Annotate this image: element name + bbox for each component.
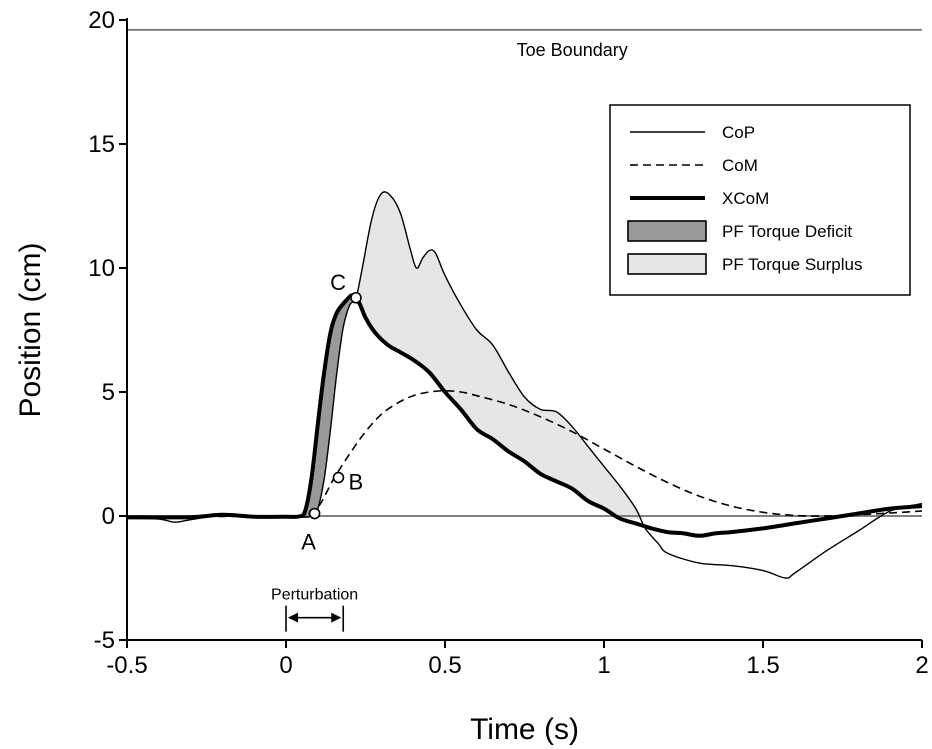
perturbation-label: Perturbation <box>271 587 358 604</box>
y-tick-label: 20 <box>88 7 115 34</box>
marker-point-c <box>350 291 362 304</box>
perturbation-annotation: Perturbation <box>271 587 358 632</box>
x-tick-label: 1 <box>597 652 610 679</box>
series-line-xcom <box>126 293 923 538</box>
y-tick-label: -5 <box>94 627 115 654</box>
x-tick-label: 0.5 <box>428 652 461 679</box>
x-tick-label: 1.5 <box>746 652 779 679</box>
x-axis-title: Time (s) <box>470 713 579 746</box>
legend-label-xcom: XCoM <box>722 189 769 208</box>
legend-swatch-deficit <box>627 220 707 242</box>
legend-label-surplus: PF Torque Surplus <box>722 255 862 274</box>
y-tick-label: 15 <box>88 131 115 158</box>
tick-marks-and-labels: -0.5 0 0.5 1 1.5 2 -5 0 5 10 15 20 <box>88 7 928 679</box>
marker-label-a: A <box>301 530 316 555</box>
axes <box>126 18 922 641</box>
y-tick-label: 5 <box>102 379 115 406</box>
series-line-com <box>126 390 923 518</box>
x-tick-label: 0 <box>279 652 292 679</box>
x-tick-label: -0.5 <box>106 652 147 679</box>
marker-point-b <box>332 471 345 484</box>
perturbation-arrowhead-right <box>331 612 342 623</box>
marker-label-b: B <box>348 470 363 495</box>
y-tick-label: 0 <box>102 503 115 530</box>
toe-boundary-label: Toe Boundary <box>517 40 628 60</box>
legend-label-com: CoM <box>722 156 758 175</box>
legend: CoP CoM XCoM PF Torque Deficit PF Torque… <box>609 104 911 296</box>
y-axis-title: Position (cm) <box>14 242 47 417</box>
legend-swatch-surplus <box>627 253 707 275</box>
region-pf-torque-deficit <box>305 295 353 516</box>
legend-label-cop: CoP <box>722 123 755 142</box>
point-markers: A B C <box>301 270 363 555</box>
marker-point-a <box>308 507 321 520</box>
y-tick-label: 10 <box>88 255 115 282</box>
x-tick-label: 2 <box>915 652 928 679</box>
marker-label-c: C <box>330 270 346 295</box>
perturbation-arrowhead-left <box>288 612 298 623</box>
legend-label-deficit: PF Torque Deficit <box>722 222 852 241</box>
